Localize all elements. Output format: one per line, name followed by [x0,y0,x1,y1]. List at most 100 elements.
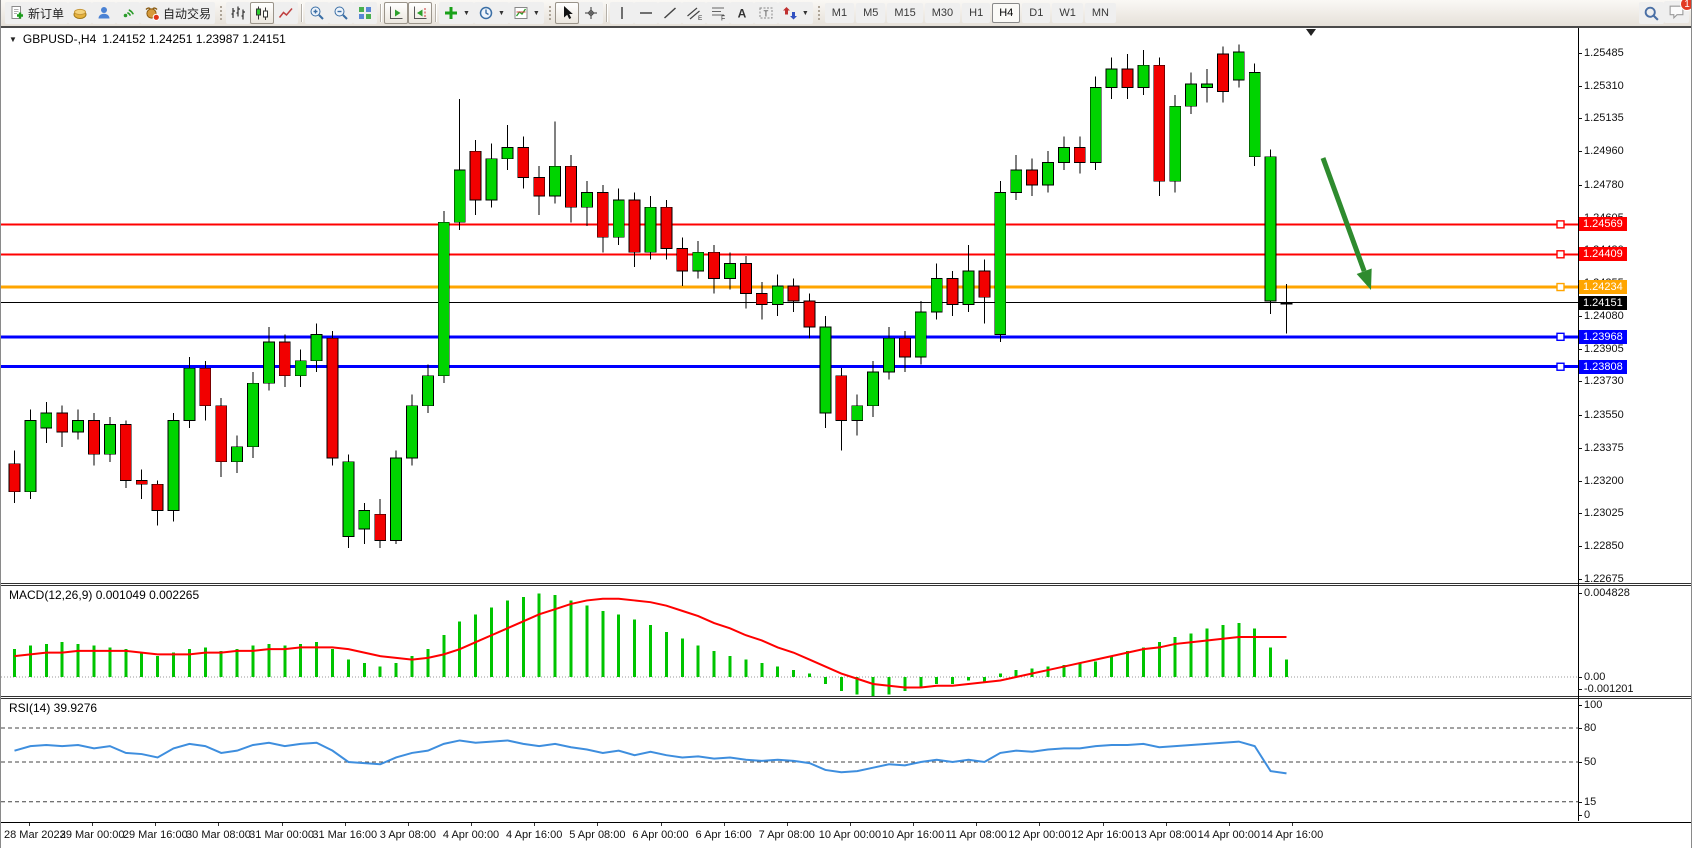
chart-shift-icon [414,6,427,19]
date-tick-mark [218,823,219,826]
tab-period-D1[interactable]: D1 [1022,3,1051,23]
bar-chart-mode-button[interactable] [226,2,251,24]
chart-shift-marker[interactable] [1306,29,1316,36]
date-label: 6 Apr 00:00 [632,829,689,841]
autotrade-button[interactable]: 自动交易 [140,2,216,24]
tile-windows-button[interactable] [353,2,378,24]
channel-tool-button[interactable]: E [681,2,706,24]
collapse-triangle-icon[interactable]: ▼ [9,34,17,44]
tab-period-M5[interactable]: M5 [856,3,886,23]
toolbar-grip[interactable] [815,4,821,22]
axis-tick-mark [1578,151,1582,152]
fibonacci-tool-button[interactable]: F [705,2,730,24]
market-button[interactable] [68,2,93,24]
candle-body [660,206,673,249]
rsi-line [14,739,1287,775]
chart-shift-button[interactable] [408,2,433,24]
hline-handle[interactable] [1556,362,1565,371]
date-label: 31 Mar 16:00 [312,829,378,841]
hline-handle[interactable] [1556,220,1565,229]
candles[interactable] [8,44,1293,548]
date-label: 29 Mar 16:00 [122,829,188,841]
candle-body [771,285,784,306]
hline-price-badge: 1.24569 [1579,217,1627,231]
new-order-button[interactable]: 新订单 [5,2,69,24]
candle-body [676,248,689,272]
candlestick-mode-button[interactable] [250,2,275,24]
panel-splitter[interactable] [1,696,1691,699]
rsi-panel[interactable] [1,699,1578,821]
candle-body [994,191,1007,335]
tab-period-H1[interactable]: H1 [962,3,991,23]
periods-button[interactable]: ▼ [473,2,509,24]
hline-handle[interactable] [1556,250,1565,259]
horizontal-line-objects[interactable] [1,220,1578,371]
candle-body [501,147,514,160]
toolbar-divider [1,26,1691,28]
candle-body [40,412,53,429]
crosshair-icon [584,7,597,19]
axis-tick-mark [1578,86,1582,87]
time-axis[interactable]: 28 Mar 2023 29 Mar 00:00 29 Mar 16:00 30 Ma… [1,822,1691,846]
price-tick-label: 1.23025 [1584,507,1624,519]
arrows-tool-button[interactable]: ▼ [777,2,813,24]
toolbar-grip[interactable] [546,4,552,22]
signals-button[interactable] [116,2,141,24]
candle-body [612,199,625,238]
horizontal-line-icon [639,12,652,14]
zoom-out-button[interactable] [329,2,354,24]
arrow-annotation[interactable] [1320,157,1372,290]
tab-period-M30[interactable]: M30 [924,3,961,23]
text-tool-button[interactable]: A [729,2,754,24]
tab-period-MN[interactable]: MN [1084,3,1116,23]
hline-handle[interactable] [1556,282,1565,292]
axis-tick-mark [1578,513,1582,514]
price-chart-panel[interactable] [1,28,1578,583]
svg-text:A: A [738,7,747,21]
candle-body [1026,169,1038,186]
candle-body [914,311,927,358]
tab-period-M1[interactable]: M1 [824,3,855,23]
candle-body [899,337,911,358]
tab-period-M15[interactable]: M15 [887,3,923,23]
macd-tick-label: 0.00 [1584,671,1606,683]
tab-period-W1[interactable]: W1 [1052,3,1083,23]
candle-body [978,270,991,298]
new-order-label: 新订单 [28,6,65,21]
trendline-tool-button[interactable] [657,2,682,24]
community-button[interactable] [92,2,117,24]
cursor-tool-button[interactable] [554,2,579,24]
notifications-button[interactable]: 1 [1664,0,1691,26]
candle-body [533,177,546,197]
price-axis-border [1578,28,1579,821]
macd-tick-label: 0.004828 [1584,587,1630,599]
price-tick-label: 1.23550 [1584,409,1624,421]
search-button[interactable] [1639,2,1664,24]
axis-tick-mark [1578,381,1582,382]
zoom-in-button[interactable] [305,2,330,24]
candle-body [1137,64,1150,89]
label-tool-button[interactable]: T [753,2,778,24]
panel-splitter[interactable] [1,583,1691,586]
date-label: 30 Mar 08:00 [186,829,251,841]
line-chart-mode-button[interactable] [274,2,299,24]
horizontal-line-tool-button[interactable] [633,2,658,24]
equidistant-channel-icon: E [686,7,702,21]
candlestick-icon [256,6,269,20]
indicators-button[interactable]: ▼ [439,2,474,24]
tab-period-H4[interactable]: H4 [992,3,1021,23]
candle-body [692,251,705,272]
auto-scroll-button[interactable] [384,2,409,24]
vertical-line-tool-button[interactable] [609,2,634,24]
macd-panel[interactable] [1,586,1578,696]
candle-body [310,334,323,362]
svg-text:T: T [763,10,768,19]
date-label: 14 Apr 16:00 [1260,829,1324,841]
templates-button[interactable]: ▼ [508,2,544,24]
hline-handle[interactable] [1556,332,1565,342]
candle-body [151,483,164,511]
candle-body [374,513,387,541]
toolbar-grip[interactable] [218,4,224,22]
axis-tick-mark [1578,546,1582,547]
crosshair-tool-button[interactable] [578,2,603,24]
